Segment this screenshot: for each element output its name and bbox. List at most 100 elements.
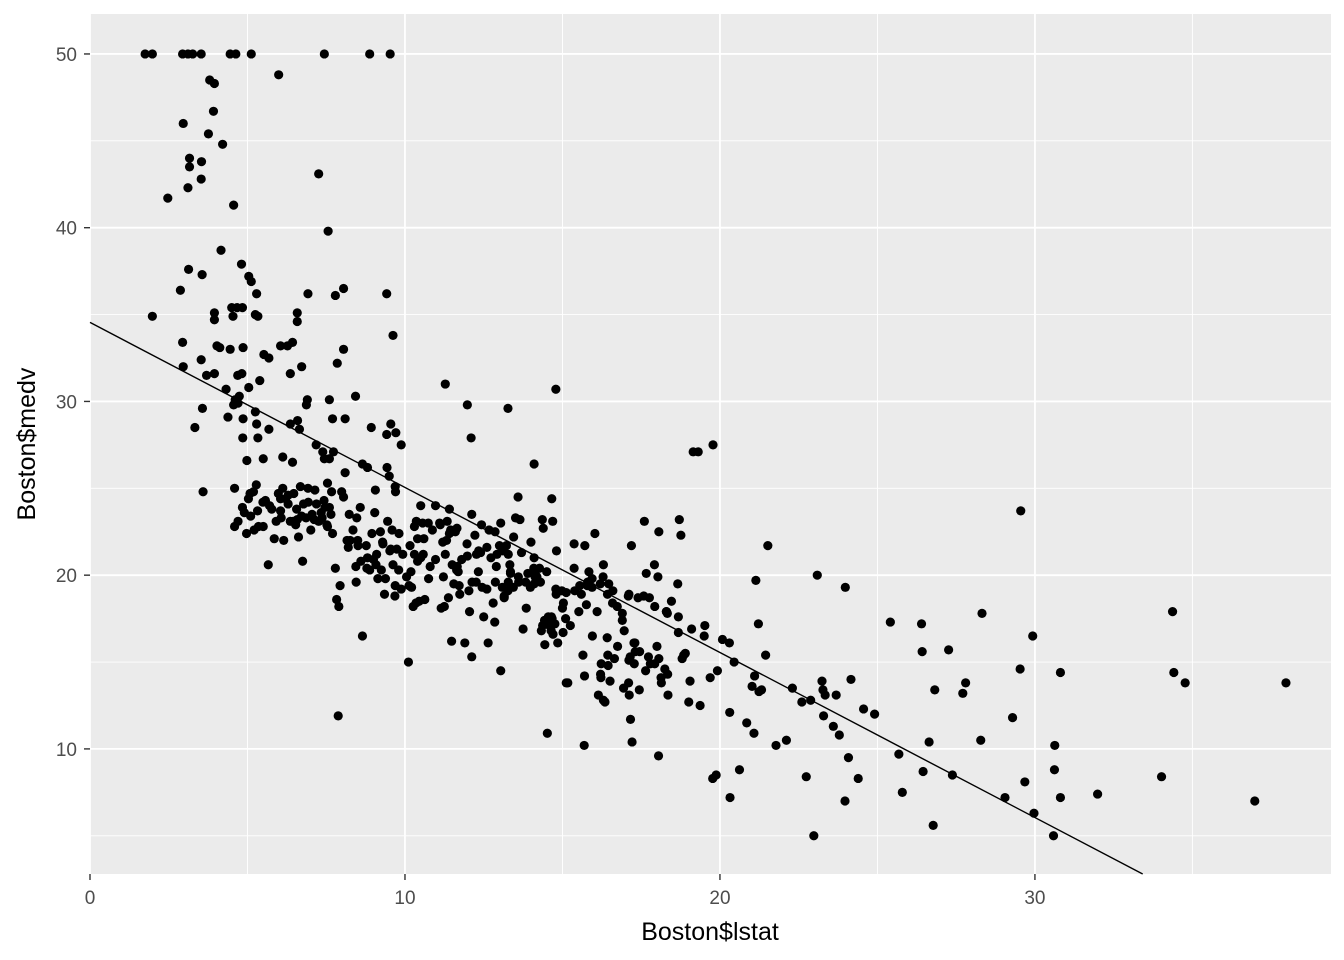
data-point: [209, 78, 220, 89]
data-point: [303, 483, 313, 493]
data-point: [440, 549, 450, 559]
data-point: [196, 174, 206, 184]
data-point: [625, 714, 636, 724]
data-point: [391, 428, 401, 438]
data-point: [269, 534, 279, 544]
data-point: [1049, 765, 1060, 775]
data-point: [203, 129, 214, 139]
data-point: [612, 641, 623, 652]
data-point: [398, 549, 408, 559]
x-tick-label: 0: [85, 888, 96, 909]
data-point: [787, 683, 797, 693]
data-point: [653, 751, 664, 761]
data-point: [538, 523, 548, 533]
data-point: [438, 537, 448, 547]
data-point: [1167, 607, 1178, 617]
data-point: [761, 650, 771, 660]
data-point: [252, 289, 262, 299]
data-point: [924, 737, 934, 747]
data-point: [317, 513, 327, 523]
data-point: [338, 344, 349, 354]
data-point: [340, 468, 350, 478]
data-point: [238, 342, 248, 353]
data-point: [598, 572, 608, 582]
data-point: [666, 596, 677, 606]
data-point: [344, 509, 354, 519]
data-point: [834, 730, 844, 740]
data-point: [870, 709, 880, 719]
data-point: [405, 541, 415, 551]
data-point: [351, 577, 361, 587]
data-point: [521, 603, 531, 613]
data-point: [853, 773, 863, 784]
data-point: [301, 400, 311, 410]
data-point: [320, 502, 330, 513]
regression-line: [89, 321, 1144, 875]
data-point: [275, 506, 286, 516]
data-point: [252, 506, 263, 516]
data-point: [396, 440, 406, 450]
data-point: [401, 572, 412, 582]
data-point: [482, 542, 492, 552]
data-point: [579, 671, 590, 681]
data-point: [516, 547, 527, 558]
data-point: [323, 226, 333, 236]
data-point: [1180, 678, 1190, 688]
data-point: [462, 400, 472, 410]
data-point: [255, 375, 265, 386]
data-point: [218, 139, 228, 149]
data-point: [238, 433, 248, 443]
data-point: [355, 502, 365, 513]
data-point: [386, 544, 396, 554]
data-point: [292, 308, 302, 318]
data-point: [147, 49, 157, 59]
data-point: [278, 452, 288, 462]
data-point: [380, 574, 391, 584]
data-point: [724, 638, 734, 648]
data-point: [368, 554, 379, 565]
data-point: [725, 792, 735, 803]
data-point: [503, 549, 513, 559]
data-point: [350, 391, 361, 401]
data-point: [542, 567, 552, 577]
data-point: [1055, 792, 1066, 803]
data-point: [652, 641, 662, 652]
data-point: [289, 488, 299, 499]
data-point: [197, 270, 207, 280]
data-point: [897, 787, 907, 797]
data-point: [624, 589, 634, 599]
data-point: [858, 704, 869, 714]
data-point: [388, 330, 398, 341]
data-point: [332, 594, 342, 605]
data-point: [357, 631, 368, 641]
data-point: [378, 539, 388, 549]
data-point: [229, 483, 240, 493]
y-tick-label: 20: [56, 566, 77, 587]
data-point: [370, 508, 380, 518]
data-point: [894, 749, 904, 759]
data-point: [175, 285, 185, 295]
data-point: [763, 541, 773, 551]
data-point: [197, 403, 208, 413]
data-point: [345, 535, 355, 546]
data-point: [688, 447, 698, 457]
data-point: [367, 528, 377, 539]
data-point: [383, 516, 393, 526]
data-point: [643, 652, 654, 662]
data-point: [470, 530, 480, 540]
data-point: [310, 485, 320, 495]
data-point: [190, 422, 200, 433]
data-point: [178, 362, 188, 372]
data-point: [409, 521, 420, 532]
data-point: [649, 560, 660, 570]
data-point: [411, 598, 421, 608]
data-point: [976, 735, 986, 745]
data-point: [596, 673, 606, 683]
data-point: [756, 685, 767, 695]
data-point: [650, 601, 660, 612]
data-point: [840, 796, 850, 806]
data-point: [1007, 713, 1018, 723]
data-point: [183, 183, 193, 193]
data-point: [356, 556, 366, 566]
